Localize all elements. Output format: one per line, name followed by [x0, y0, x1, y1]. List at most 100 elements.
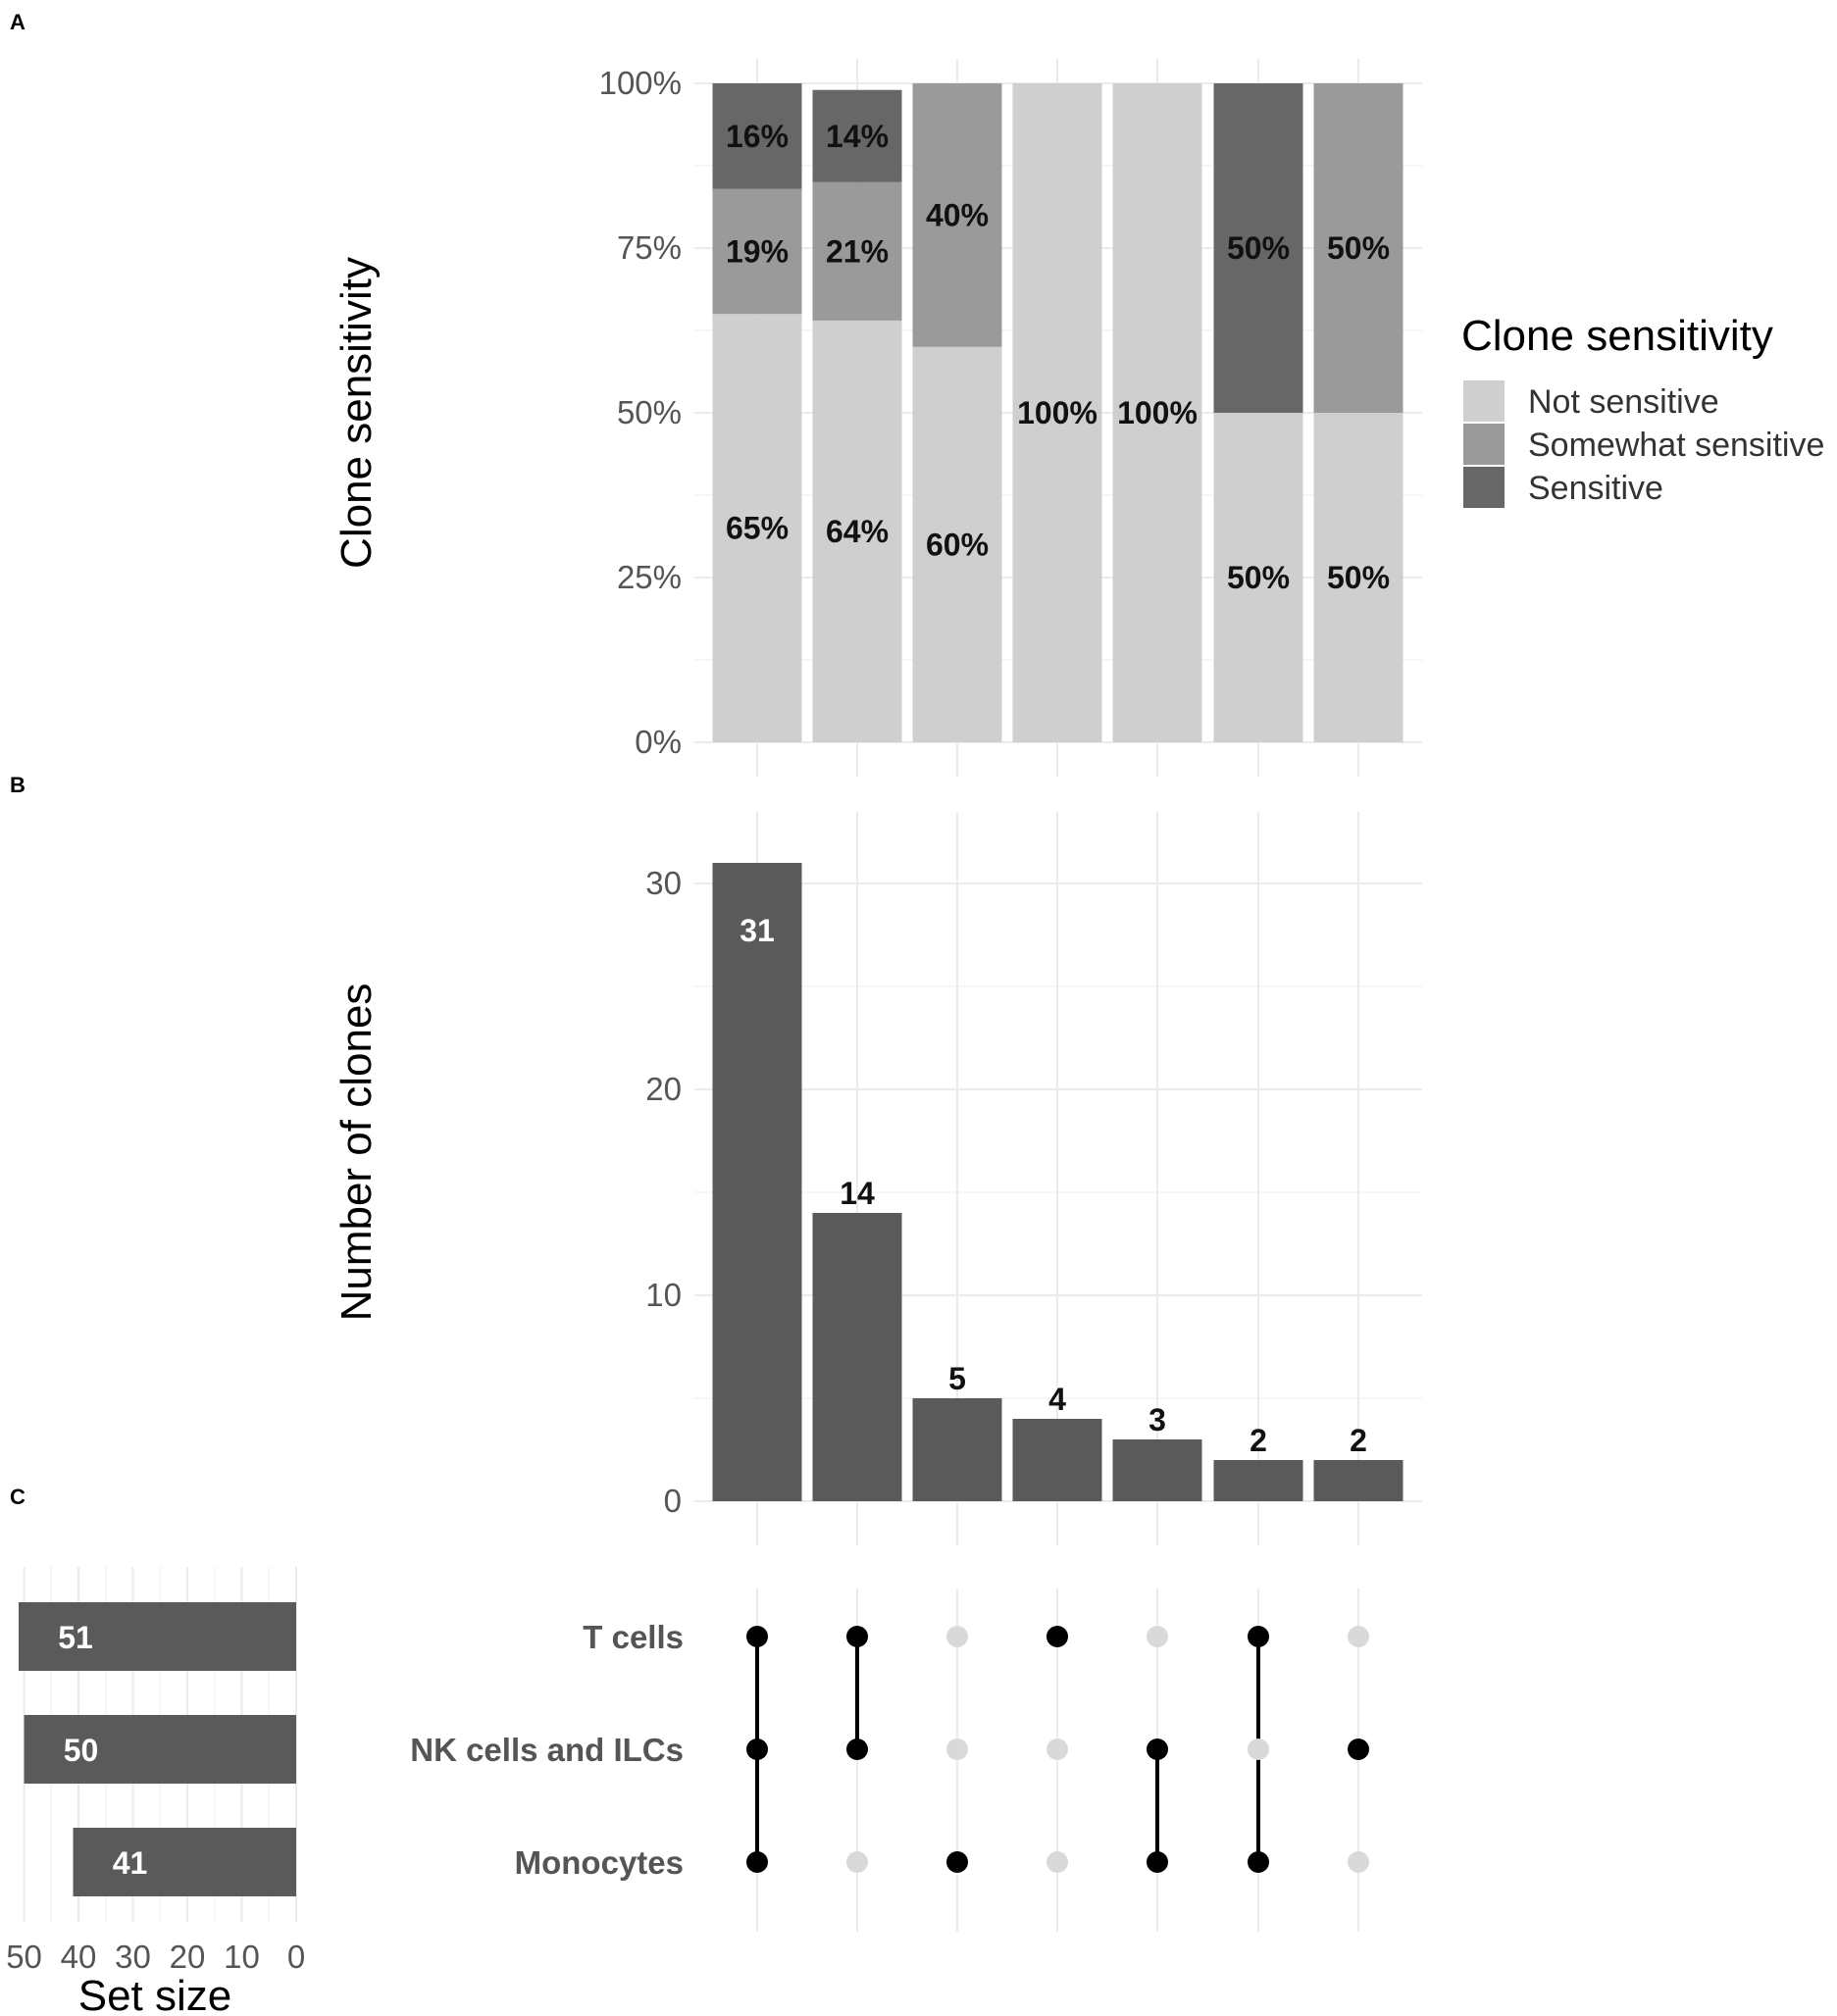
legend-title: Clone sensitivity — [1461, 312, 1773, 360]
y-tick-label: 20 — [645, 1071, 682, 1107]
x-tick-label: 20 — [170, 1939, 206, 1975]
matrix-dot-empty — [846, 1851, 868, 1873]
legend-swatch — [1463, 380, 1505, 422]
y-axis-title: Number of clones — [332, 983, 381, 1322]
intersection-bar-label: 5 — [948, 1361, 966, 1396]
matrix-dot-filled — [1248, 1626, 1269, 1647]
matrix-dot-empty — [1046, 1739, 1068, 1760]
membership-matrix: T cells NK cells and ILCs Monocytes — [410, 1588, 1369, 1932]
set-size-label: 50 — [64, 1733, 99, 1768]
matrix-dot-empty — [1147, 1626, 1168, 1647]
set-size-label: 51 — [58, 1620, 93, 1655]
intersection-size-chart: 0 10 20 30 Number of clones 31 14 5 4 3 2 2 — [332, 812, 1422, 1545]
set-size-bar — [24, 1715, 297, 1784]
legend-swatch — [1463, 424, 1505, 465]
y-tick-label: 75% — [617, 229, 682, 266]
matrix-dot-filled — [1248, 1851, 1269, 1873]
x-tick-label: 10 — [224, 1939, 260, 1975]
intersection-bar-label: 31 — [740, 913, 775, 948]
stacked-bar-segment — [712, 314, 802, 742]
intersection-bar — [1213, 1460, 1303, 1501]
intersection-bar-label: 4 — [1048, 1382, 1066, 1417]
stacked-bar-segment — [712, 188, 802, 315]
matrix-dot-filled — [1046, 1626, 1068, 1647]
y-tick-label: 100% — [599, 65, 682, 101]
stacked-bar-segment — [812, 320, 902, 742]
stacked-bar-segment — [1313, 413, 1403, 742]
stacked-bar-segment — [1012, 83, 1102, 742]
segment-label: 50% — [1327, 560, 1390, 595]
matrix-dot-filled — [746, 1739, 768, 1760]
segment-label: 60% — [926, 527, 989, 562]
intersection-bar-label: 14 — [840, 1176, 875, 1211]
matrix-dot-filled — [746, 1851, 768, 1873]
intersection-bar-label: 2 — [1250, 1423, 1267, 1458]
matrix-dot-empty — [1348, 1851, 1369, 1873]
intersection-bar — [1012, 1419, 1102, 1501]
legend: Clone sensitivity Not sensitive Somewhat s… — [1461, 312, 1824, 508]
segment-label: 19% — [726, 233, 789, 269]
panel-label-a: A — [10, 10, 26, 34]
matrix-dot-filled — [846, 1739, 868, 1760]
stacked-bar-segment — [912, 83, 1002, 347]
stacked-bar-segment — [912, 346, 1002, 742]
matrix-dot-filled — [1147, 1851, 1168, 1873]
panel-label-b: B — [10, 773, 26, 797]
legend-item-label: Somewhat sensitive — [1528, 427, 1824, 464]
matrix-dot-filled — [846, 1626, 868, 1647]
sensitivity-chart: 0% 25% 50% 75% 100% Clone sensitivity 65% 19% 16… — [332, 59, 1422, 777]
y-tick-label: 10 — [645, 1277, 682, 1313]
y-tick-label: 50% — [617, 394, 682, 430]
x-axis-title: Set size — [78, 1972, 232, 2016]
intersection-bar — [1112, 1439, 1202, 1501]
set-size-bar — [19, 1602, 296, 1671]
stacked-bar-segment — [1213, 83, 1303, 413]
segment-label: 50% — [1227, 560, 1290, 595]
legend-item-label: Not sensitive — [1528, 383, 1719, 421]
set-name-label: T cells — [583, 1619, 684, 1655]
matrix-dot-filled — [1348, 1739, 1369, 1760]
segment-label: 16% — [726, 119, 789, 154]
matrix-dot-empty — [946, 1626, 968, 1647]
stacked-bar-segment — [712, 83, 802, 189]
matrix-dot-filled — [946, 1851, 968, 1873]
x-tick-label: 0 — [287, 1939, 305, 1975]
legend-item-label: Sensitive — [1528, 470, 1663, 507]
y-tick-label: 0 — [664, 1483, 682, 1519]
segment-label: 64% — [826, 514, 889, 549]
intersection-bar-label: 2 — [1350, 1423, 1367, 1458]
panel-label-c: C — [10, 1485, 26, 1509]
segment-label: 40% — [926, 197, 989, 232]
x-tick-label: 40 — [61, 1939, 97, 1975]
matrix-dot-filled — [746, 1626, 768, 1647]
set-name-label: Monocytes — [515, 1844, 684, 1881]
y-tick-label: 30 — [645, 865, 682, 901]
set-size-label: 41 — [113, 1845, 148, 1881]
intersection-bar — [912, 1398, 1002, 1501]
x-tick-label: 30 — [115, 1939, 151, 1975]
segment-label: 65% — [726, 511, 789, 546]
segment-label: 100% — [1017, 395, 1097, 430]
segment-label: 50% — [1227, 230, 1290, 266]
matrix-dot-empty — [946, 1739, 968, 1760]
y-tick-label: 0% — [635, 724, 682, 760]
stacked-bar-segment — [1112, 83, 1202, 742]
intersection-bar — [712, 863, 802, 1501]
stacked-bar-segment — [812, 89, 902, 182]
segment-label: 100% — [1117, 395, 1198, 430]
segment-label: 21% — [826, 233, 889, 269]
intersection-bar-label: 3 — [1148, 1402, 1166, 1437]
matrix-dot-empty — [1248, 1739, 1269, 1760]
intersection-bar — [812, 1213, 902, 1501]
segment-label: 14% — [826, 119, 889, 154]
y-axis-title: Clone sensitivity — [332, 257, 381, 569]
legend-swatch — [1463, 467, 1505, 508]
set-name-label: NK cells and ILCs — [410, 1732, 684, 1768]
x-tick-label: 50 — [6, 1939, 42, 1975]
matrix-dot-empty — [1046, 1851, 1068, 1873]
stacked-bar-segment — [1313, 83, 1403, 413]
y-tick-label: 25% — [617, 559, 682, 595]
matrix-dot-empty — [1348, 1626, 1369, 1647]
set-size-bar — [73, 1828, 296, 1896]
